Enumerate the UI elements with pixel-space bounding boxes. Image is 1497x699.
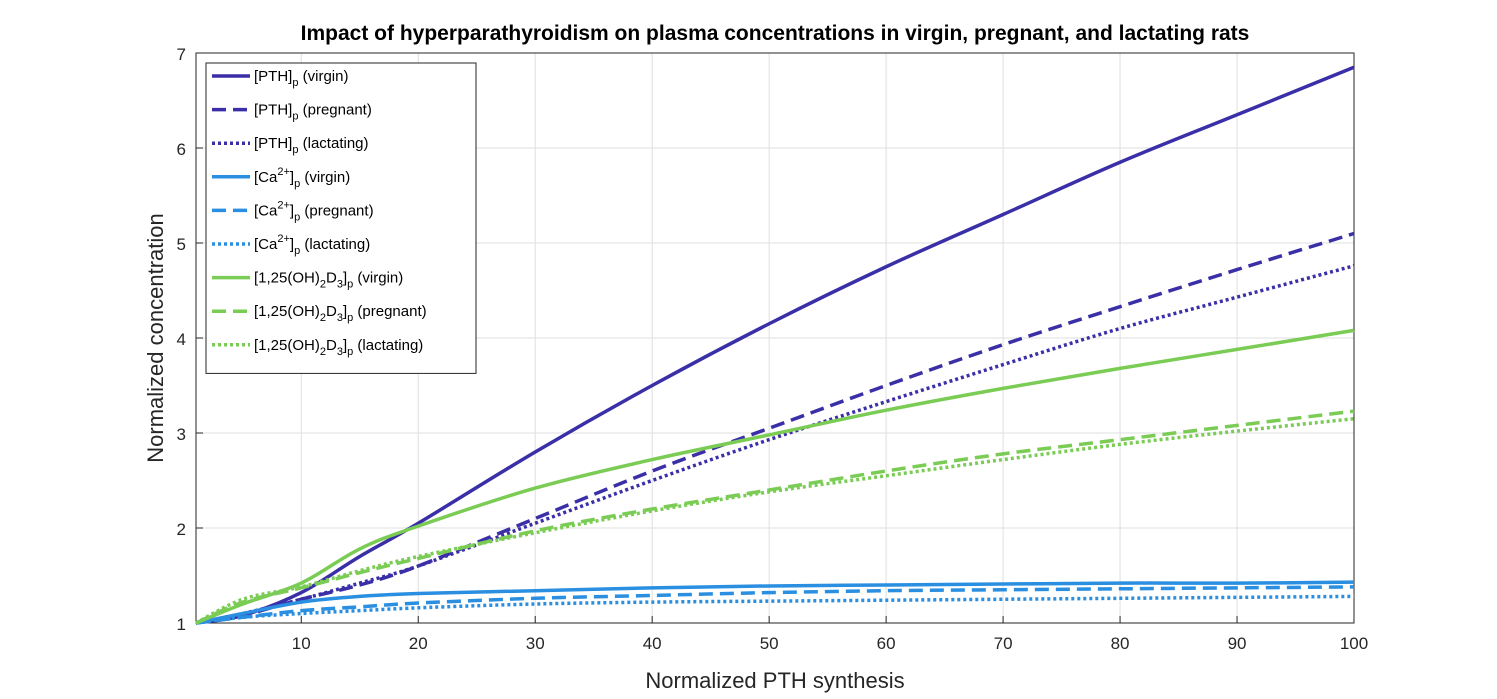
axis-ticks: 10 20 30 40 50 60 70 80 90 100 1 2 3 4 5 6 7	[177, 45, 1369, 653]
series-line-4	[195, 585, 1355, 625]
x-tick-label: 60	[877, 634, 896, 653]
legend-entry: [Ca2+]p (virgin)	[254, 166, 350, 190]
legend-entry: [1,25(OH)2D3]p (lactating)	[254, 337, 423, 358]
y-tick-label: 4	[177, 330, 186, 349]
y-tick-label: 5	[177, 235, 186, 254]
legend: [PTH]p (virgin) [PTH]p (pregnant) [PTH]p (…	[205, 62, 477, 374]
y-tick-label: 2	[177, 520, 186, 539]
x-tick-label: 80	[1111, 634, 1130, 653]
x-tick-label: 100	[1340, 634, 1368, 653]
series-line-8	[195, 417, 1355, 625]
chart-title: Impact of hyperparathyroidism on plasma …	[301, 22, 1250, 45]
y-tick-label: 1	[177, 615, 186, 634]
x-tick-label: 50	[760, 634, 779, 653]
series-line-0	[195, 65, 1355, 625]
x-tick-label: 70	[994, 634, 1013, 653]
y-axis-label: Normalized concentration	[143, 213, 168, 462]
series-line-3	[195, 580, 1355, 625]
series-line-6	[195, 328, 1355, 625]
legend-entry: [PTH]p (virgin)	[254, 68, 348, 89]
series-line-2	[195, 264, 1355, 625]
legend-box	[205, 62, 477, 374]
series-lines	[195, 65, 1355, 625]
y-tick-label: 6	[177, 140, 186, 159]
legend-entry: [Ca2+]p (lactating)	[254, 233, 370, 257]
legend-entry: [PTH]p (pregnant)	[254, 102, 372, 123]
x-tick-label: 40	[643, 634, 662, 653]
y-tick-label: 7	[177, 45, 186, 64]
series-line-5	[195, 594, 1355, 625]
y-tick-label: 3	[177, 425, 186, 444]
x-axis-label: Normalized PTH synthesis	[645, 668, 904, 693]
legend-entry: [1,25(OH)2D3]p (pregnant)	[254, 303, 427, 324]
x-tick-label: 30	[526, 634, 545, 653]
x-tick-label: 10	[292, 634, 311, 653]
legend-entry: [1,25(OH)2D3]p (virgin)	[254, 270, 403, 291]
legend-entry: [Ca2+]p (pregnant)	[254, 199, 374, 223]
legend-entry: [PTH]p (lactating)	[254, 135, 369, 156]
x-tick-label: 90	[1228, 634, 1247, 653]
x-tick-label: 20	[409, 634, 428, 653]
